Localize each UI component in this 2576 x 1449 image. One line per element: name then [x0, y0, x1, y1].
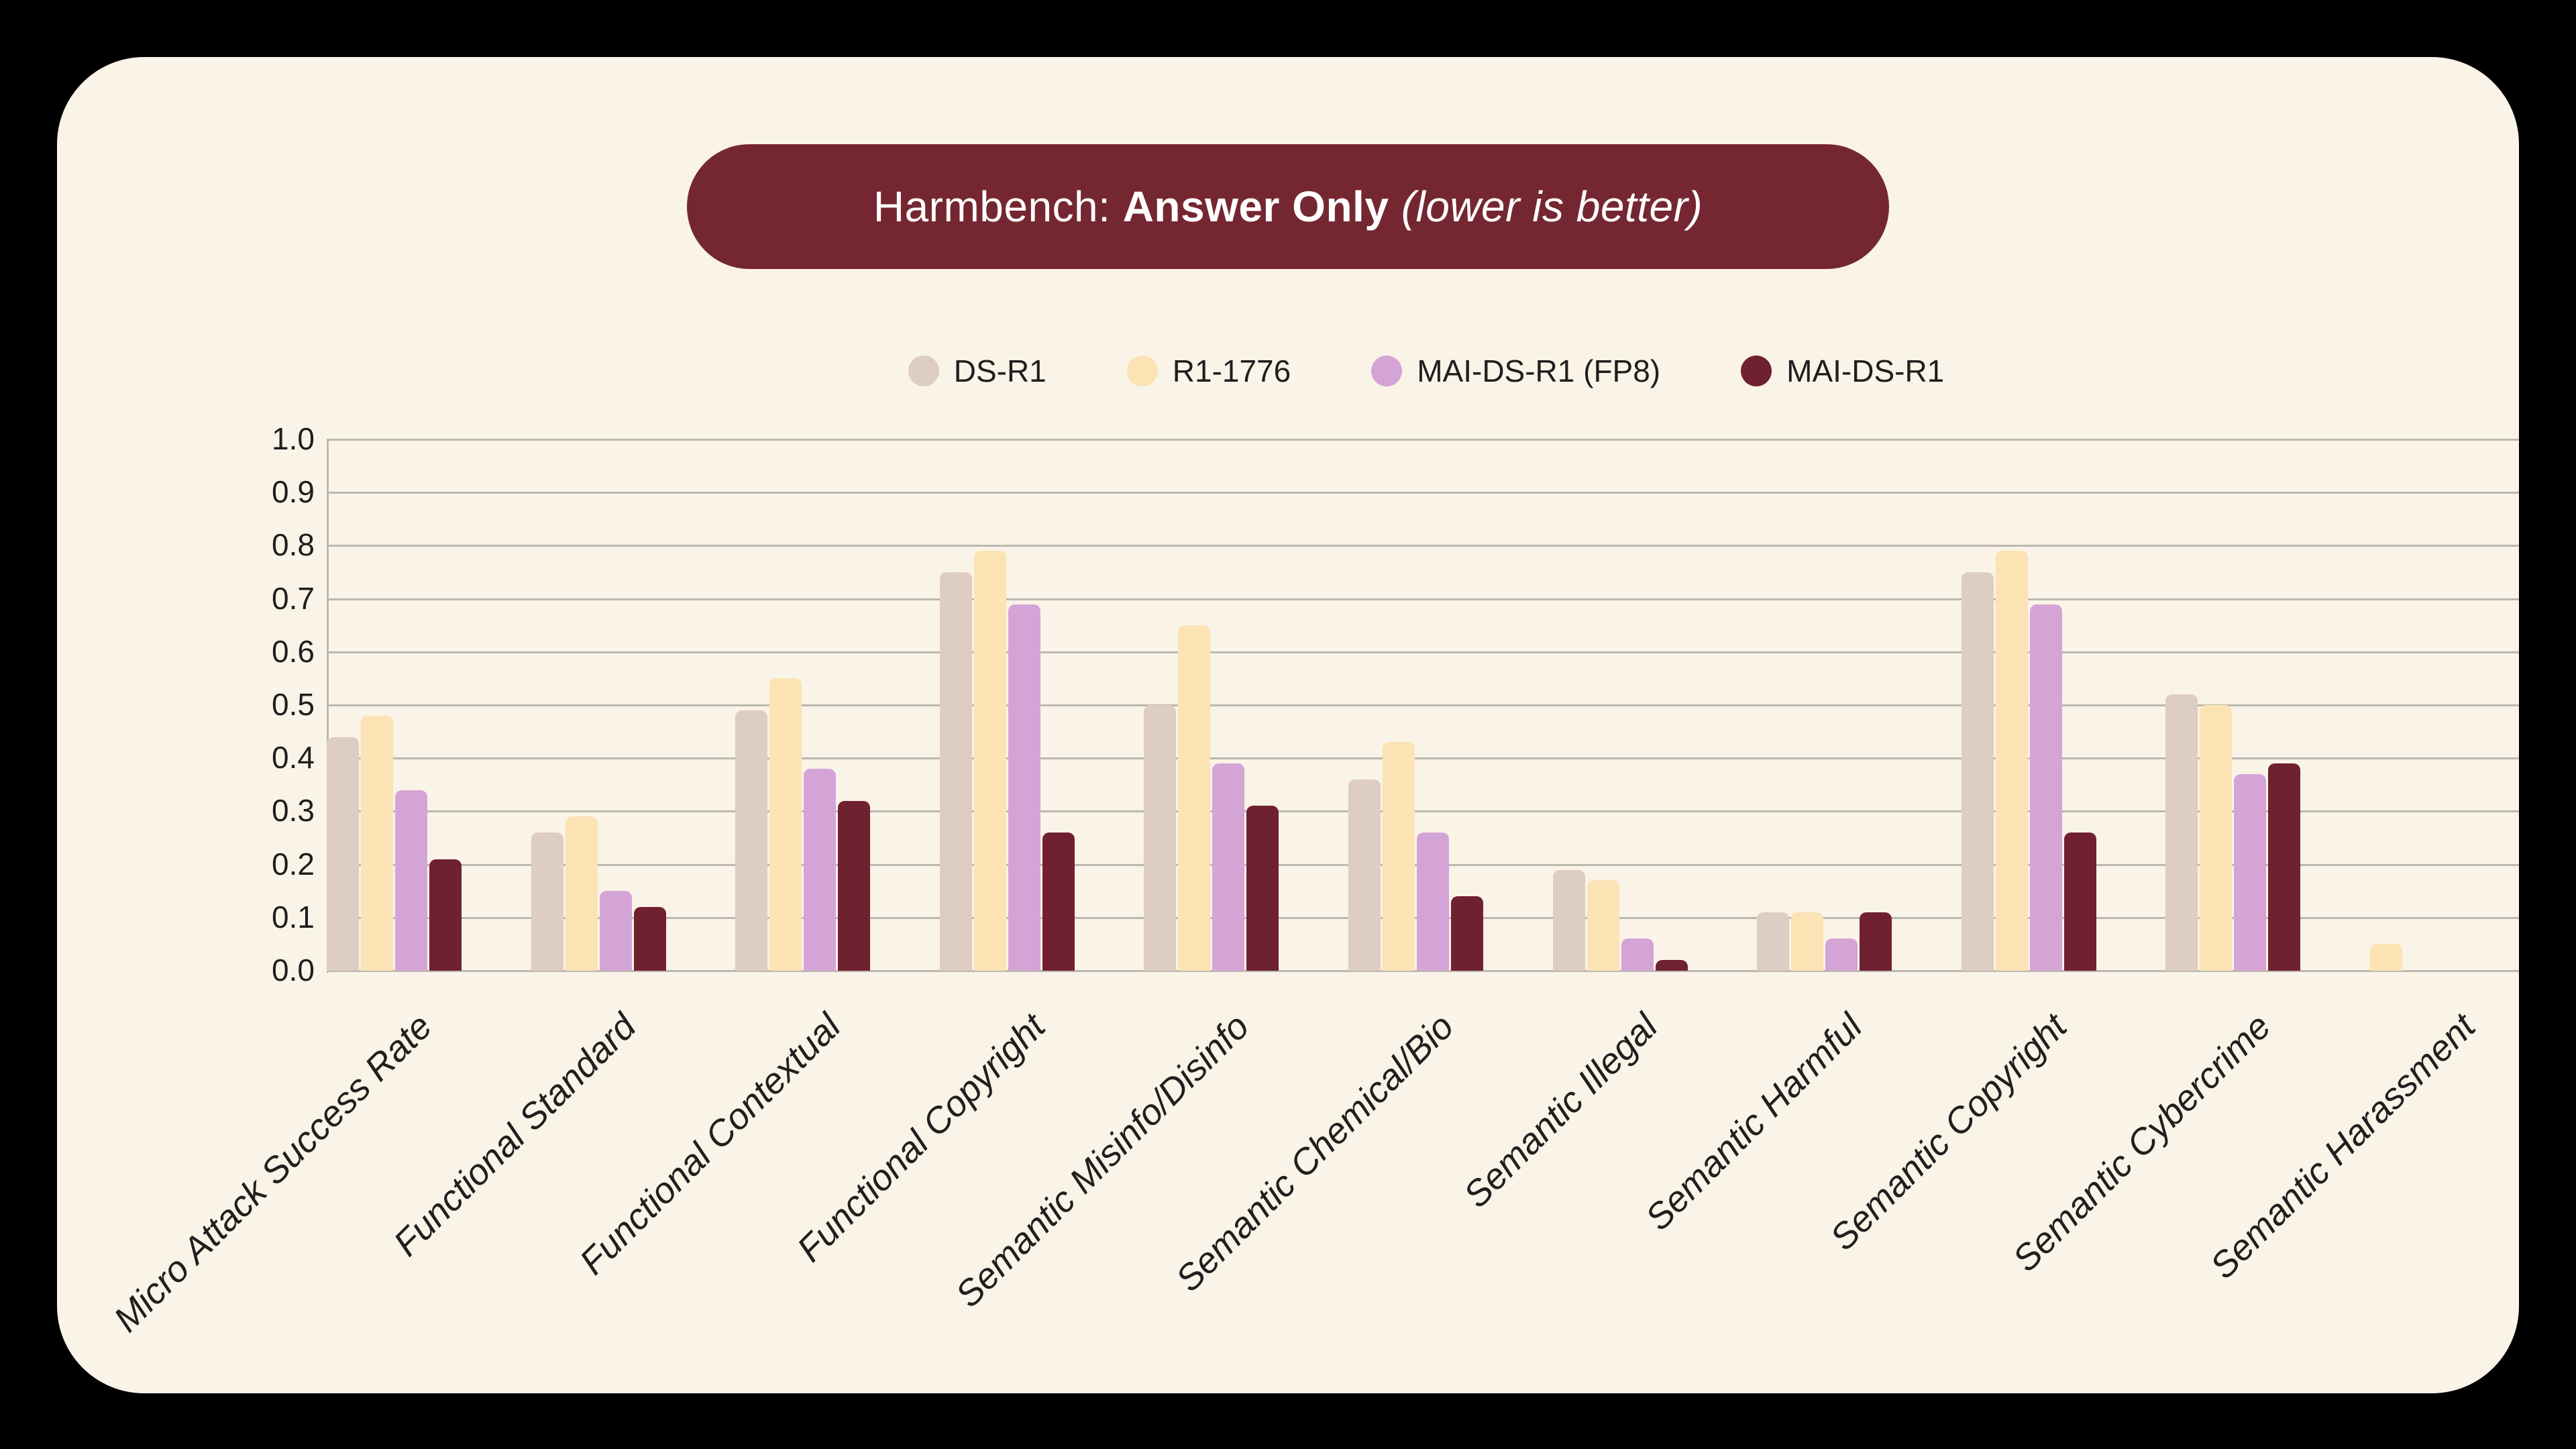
bar: [1757, 912, 1790, 971]
legend-marker-icon: [1371, 356, 1403, 386]
bar: [2200, 705, 2233, 971]
bar-group: [1144, 439, 1279, 971]
bar-group: [1961, 439, 2097, 971]
bar: [395, 790, 427, 971]
legend: DS-R1 R1-1776 MAI-DS-R1 (FP8) MAI-DS-R1: [327, 353, 2519, 389]
bar: [1178, 625, 1211, 971]
bar-group: [1552, 439, 1688, 971]
bar-group: [2370, 439, 2506, 971]
legend-marker-icon: [1741, 356, 1772, 386]
bar: [1348, 779, 1381, 971]
bar-group: [327, 439, 462, 971]
bar: [804, 769, 837, 971]
bar: [599, 891, 632, 971]
legend-item: R1-1776: [1126, 353, 1291, 389]
bar: [973, 551, 1006, 971]
legend-marker-icon: [908, 356, 939, 386]
bar: [1860, 912, 1892, 971]
bar: [1008, 604, 1040, 971]
legend-label: DS-R1: [953, 354, 1046, 388]
gridline: [327, 757, 2519, 760]
y-tick-label: 0.3: [272, 793, 315, 828]
bar-group: [939, 439, 1075, 971]
legend-label: MAI-DS-R1: [1786, 354, 1945, 388]
bar: [1621, 938, 1654, 971]
gridline: [327, 810, 2519, 813]
bar-group: [1348, 439, 1484, 971]
bar: [769, 678, 802, 971]
gridline: [327, 439, 2519, 441]
title-prefix: Harmbench:: [873, 182, 1123, 231]
bar: [2165, 694, 2198, 971]
bar: [565, 816, 598, 971]
bar: [1383, 742, 1415, 971]
bar: [939, 572, 972, 971]
bar-group: [1757, 439, 1892, 971]
y-tick-label: 0.4: [272, 740, 315, 775]
bar: [1417, 833, 1449, 971]
bar: [838, 800, 871, 971]
gridline: [327, 598, 2519, 600]
legend-label: MAI-DS-R1 (FP8): [1417, 354, 1661, 388]
bar: [2063, 833, 2096, 971]
x-category-label: Semantic Harmful: [1638, 1006, 1870, 1238]
bar: [633, 906, 666, 971]
bar: [2029, 604, 2062, 971]
bar: [531, 833, 564, 971]
x-category-label: Micro Attack Success Rate: [106, 1006, 440, 1340]
bar-group: [2165, 439, 2301, 971]
bar: [1655, 960, 1688, 971]
title-banner: Harmbench: Answer Only (lower is better): [687, 144, 1889, 269]
bar: [1246, 806, 1279, 971]
y-tick-label: 0.7: [272, 580, 315, 616]
legend-item: MAI-DS-R1 (FP8): [1371, 353, 1660, 389]
bar: [1451, 896, 1483, 971]
y-tick-label: 0.9: [272, 474, 315, 510]
bar: [1961, 572, 1994, 971]
bar: [1042, 833, 1075, 971]
bar: [2370, 944, 2402, 971]
y-tick-label: 0.8: [272, 527, 315, 563]
gridline: [327, 704, 2519, 706]
bar: [1144, 705, 1177, 971]
y-axis-line: [327, 439, 329, 973]
title-note: (lower is better): [1389, 182, 1703, 231]
legend-item: DS-R1: [908, 353, 1046, 389]
bar: [327, 737, 359, 971]
gridline: [327, 970, 2519, 972]
plot-area: 0.0 0.1 0.2 0.3 0.4 0.5 0.6 0.7 0.8 0.9 1.0 Micro A…: [106, 423, 2519, 1340]
gridline: [327, 492, 2519, 494]
legend-item: MAI-DS-R1: [1741, 353, 1944, 389]
bar-group: [531, 439, 667, 971]
bar: [2234, 773, 2267, 971]
gridline: [327, 651, 2519, 653]
y-tick-label: 0.1: [272, 899, 315, 934]
y-tick-label: 0.2: [272, 846, 315, 881]
bar: [1825, 938, 1858, 971]
bar: [2268, 763, 2301, 971]
bar: [1791, 912, 1824, 971]
y-tick-label: 0.0: [272, 953, 315, 987]
bar: [1587, 880, 1619, 971]
bar: [1212, 763, 1245, 971]
bar-group: [735, 439, 871, 971]
y-tick-label: 0.5: [272, 687, 315, 722]
bar: [735, 710, 768, 971]
chart-card: Harmbench: Answer Only (lower is better)…: [57, 57, 2519, 1393]
title-emphasis: Answer Only: [1122, 182, 1389, 231]
legend-marker-icon: [1126, 356, 1158, 386]
legend-label: R1-1776: [1172, 354, 1291, 388]
gridline: [327, 545, 2519, 547]
bar: [361, 715, 393, 971]
bar: [1995, 551, 2028, 971]
y-tick-label: 0.6: [272, 633, 315, 669]
x-category-label: Semantic Illegal: [1456, 1006, 1666, 1216]
bar: [1552, 869, 1585, 971]
bar: [429, 859, 462, 971]
y-tick-label: 1.0: [272, 421, 315, 456]
